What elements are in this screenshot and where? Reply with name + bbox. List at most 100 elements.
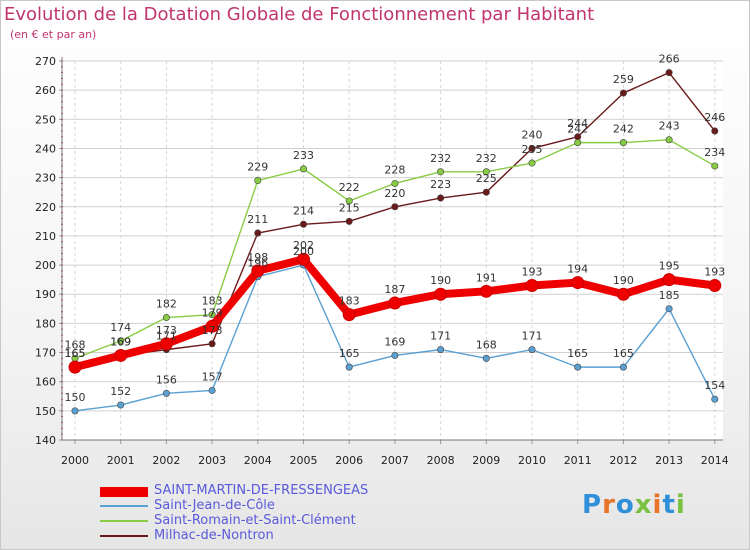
data-label-saint-jean-de-c-le: 171 [522, 330, 543, 343]
data-label-milhac-de-nontron: 246 [704, 111, 725, 124]
data-point-saint-martin-de-fressengeas [479, 284, 493, 298]
x-tick-label: 2005 [290, 454, 318, 467]
data-point-saint-jean-de-c-le [345, 363, 353, 371]
data-label-saint-romain-et-saint-cl-ment: 232 [430, 152, 451, 165]
data-label-milhac-de-nontron: 266 [659, 53, 680, 66]
x-tick-label: 2010 [518, 454, 546, 467]
data-label-saint-martin-de-fressengeas: 190 [613, 274, 634, 287]
data-point-saint-romain-et-saint-cl-ment [117, 337, 125, 345]
data-point-saint-romain-et-saint-cl-ment [619, 139, 627, 147]
data-label-milhac-de-nontron: 165 [65, 347, 86, 360]
data-point-saint-martin-de-fressengeas [616, 287, 630, 301]
data-point-saint-jean-de-c-le [528, 346, 536, 354]
data-point-saint-romain-et-saint-cl-ment [254, 177, 262, 185]
data-point-milhac-de-nontron [528, 144, 536, 152]
grid-layer [62, 60, 723, 441]
data-label-saint-romain-et-saint-cl-ment: 242 [567, 123, 588, 136]
y-tick-label: 150 [35, 405, 56, 418]
data-label-milhac-de-nontron: 225 [476, 172, 497, 185]
data-label-saint-jean-de-c-le: 165 [613, 347, 634, 360]
data-point-saint-jean-de-c-le [437, 346, 445, 354]
y-tick-label: 250 [35, 113, 56, 126]
x-tick-label: 2004 [244, 454, 272, 467]
data-label-milhac-de-nontron: 223 [430, 178, 451, 191]
data-label-saint-jean-de-c-le: 156 [156, 373, 177, 386]
data-point-saint-martin-de-fressengeas [662, 273, 676, 287]
data-label-milhac-de-nontron: 169 [110, 335, 131, 348]
legend-swatch-milhac [100, 535, 148, 537]
data-label-saint-romain-et-saint-cl-ment: 243 [659, 120, 680, 133]
chart-title: Evolution de la Dotation Globale de Fonc… [4, 4, 595, 25]
data-point-saint-jean-de-c-le [117, 401, 125, 409]
data-point-saint-romain-et-saint-cl-ment [482, 168, 490, 176]
data-label-saint-jean-de-c-le: 152 [110, 385, 131, 398]
data-point-saint-jean-de-c-le [665, 305, 673, 313]
data-label-milhac-de-nontron: 171 [156, 330, 177, 343]
data-label-saint-jean-de-c-le: 165 [567, 347, 588, 360]
data-label-saint-martin-de-fressengeas: 183 [339, 295, 360, 308]
data-point-saint-romain-et-saint-cl-ment [208, 311, 216, 319]
data-label-milhac-de-nontron: 173 [202, 324, 223, 337]
y-tick-label: 180 [35, 317, 56, 330]
x-tick-label: 2003 [198, 454, 226, 467]
data-point-saint-romain-et-saint-cl-ment [574, 139, 582, 147]
data-point-milhac-de-nontron [619, 89, 627, 97]
data-label-milhac-de-nontron: 211 [247, 213, 268, 226]
data-label-saint-martin-de-fressengeas: 194 [567, 263, 588, 276]
data-point-saint-martin-de-fressengeas [159, 337, 173, 351]
data-label-saint-martin-de-fressengeas: 179 [202, 306, 223, 319]
data-point-milhac-de-nontron [254, 229, 262, 237]
data-label-saint-romain-et-saint-cl-ment: 182 [156, 298, 177, 311]
y-tick-label: 230 [35, 172, 56, 185]
y-tick-label: 140 [35, 434, 56, 447]
y-tick-label: 240 [35, 142, 56, 155]
data-point-saint-romain-et-saint-cl-ment [345, 197, 353, 205]
data-point-saint-romain-et-saint-cl-ment [391, 179, 399, 187]
x-tick-label: 2012 [609, 454, 637, 467]
legend-swatch-saint-romain [100, 520, 148, 522]
data-point-milhac-de-nontron [299, 220, 307, 228]
data-point-saint-jean-de-c-le [574, 363, 582, 371]
data-label-saint-jean-de-c-le: 150 [65, 391, 86, 404]
data-label-saint-jean-de-c-le: 169 [384, 335, 405, 348]
y-tick-label: 260 [35, 84, 56, 97]
data-label-saint-martin-de-fressengeas: 193 [522, 265, 543, 278]
data-point-saint-martin-de-fressengeas [251, 264, 265, 278]
data-point-saint-martin-de-fressengeas [434, 287, 448, 301]
data-point-saint-romain-et-saint-cl-ment [711, 162, 719, 170]
data-point-saint-martin-de-fressengeas [708, 278, 722, 292]
data-label-saint-martin-de-fressengeas: 198 [247, 251, 268, 264]
data-label-milhac-de-nontron: 214 [293, 204, 314, 217]
data-label-saint-romain-et-saint-cl-ment: 174 [110, 321, 131, 334]
data-point-saint-jean-de-c-le [208, 386, 216, 394]
y-tick-label: 270 [35, 55, 56, 68]
data-point-saint-jean-de-c-le [711, 395, 719, 403]
data-label-saint-martin-de-fressengeas: 195 [659, 260, 680, 273]
proxiti-logo: Proxiti [582, 490, 686, 520]
data-point-milhac-de-nontron [711, 127, 719, 135]
y-tick-label: 200 [35, 259, 56, 272]
data-label-saint-romain-et-saint-cl-ment: 228 [384, 163, 405, 176]
legend-swatch-saint-jean [100, 505, 148, 507]
data-point-saint-jean-de-c-le [619, 363, 627, 371]
data-point-saint-romain-et-saint-cl-ment [162, 314, 170, 322]
data-label-saint-romain-et-saint-cl-ment: 242 [613, 123, 634, 136]
data-point-saint-romain-et-saint-cl-ment [528, 159, 536, 167]
legend-label-saint-jean: Saint-Jean-de-Côle [154, 498, 275, 513]
data-point-saint-jean-de-c-le [391, 351, 399, 359]
x-tick-label: 2009 [472, 454, 500, 467]
data-label-saint-romain-et-saint-cl-ment: 168 [65, 338, 86, 351]
data-label-saint-romain-et-saint-cl-ment: 233 [293, 149, 314, 162]
data-point-saint-romain-et-saint-cl-ment [437, 168, 445, 176]
data-point-milhac-de-nontron [665, 69, 673, 77]
x-tick-label: 2007 [381, 454, 409, 467]
data-label-saint-jean-de-c-le: 185 [659, 289, 680, 302]
legend-label-milhac: Milhac-de-Nontron [154, 528, 274, 543]
data-point-saint-romain-et-saint-cl-ment [299, 165, 307, 173]
data-label-saint-martin-de-fressengeas: 169 [110, 335, 131, 348]
x-tick-label: 2000 [61, 454, 89, 467]
data-label-saint-martin-de-fressengeas: 191 [476, 271, 497, 284]
x-tick-label: 2001 [107, 454, 135, 467]
legend-swatch-saint-martin [100, 487, 148, 497]
